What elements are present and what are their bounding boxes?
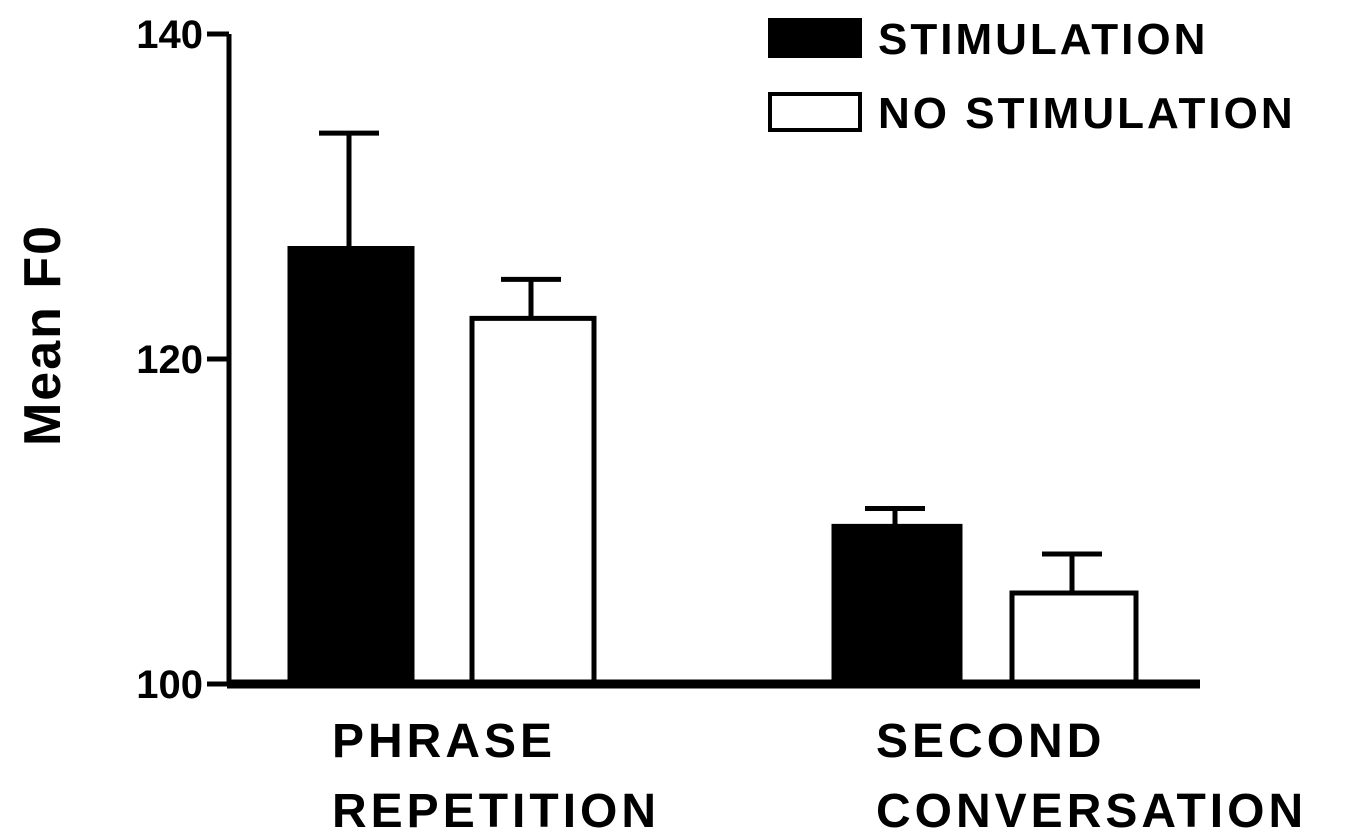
- legend: STIMULATION NO STIMULATION: [768, 15, 1296, 138]
- y-tick-label-100: 100: [136, 663, 203, 707]
- bars: [287, 246, 1139, 687]
- bar-stimulation-1: [831, 523, 963, 687]
- bar-stimulation-0: [287, 246, 415, 687]
- bar-no-stimulation-0: [469, 315, 597, 687]
- category-label-0-1: REPETITION: [332, 785, 660, 837]
- category-label-1-1: CONVERSATION: [876, 785, 1307, 837]
- error-bars: [319, 130, 1102, 593]
- legend-swatch-0: [768, 18, 862, 58]
- category-labels: PHRASE REPETITION SECOND CONVERSATION: [332, 715, 1307, 837]
- bar-no-stimulation-1: [1009, 590, 1139, 687]
- legend-label-1: NO STIMULATION: [878, 89, 1296, 138]
- y-tick-label-140: 140: [136, 13, 203, 57]
- y-tick-label-120: 120: [136, 338, 203, 382]
- category-label-1-0: SECOND: [876, 715, 1105, 768]
- category-label-0-0: PHRASE: [332, 715, 556, 768]
- legend-swatch-1: [768, 92, 862, 132]
- y-axis-ticks: 100 120 140: [136, 13, 229, 707]
- y-axis-title: Mean F0: [14, 224, 72, 446]
- legend-label-0: STIMULATION: [878, 15, 1208, 64]
